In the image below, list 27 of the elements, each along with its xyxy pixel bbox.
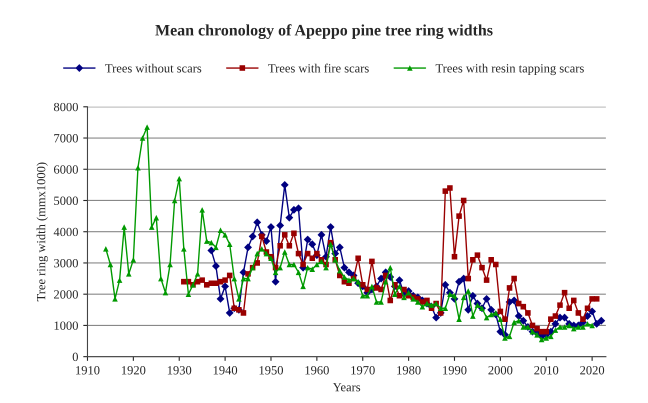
y-tick-label: 6000 bbox=[54, 165, 78, 174]
x-tick-label: 1950 bbox=[260, 366, 284, 374]
y-tick-label: 7000 bbox=[54, 134, 78, 142]
x-tick-label: 2020 bbox=[580, 366, 604, 374]
x-tick-label: 1990 bbox=[443, 366, 467, 374]
y-tick-label: 4000 bbox=[54, 228, 78, 236]
chart-title: Mean chronology of Apeppo pine tree ring widths bbox=[155, 24, 493, 39]
x-tick-label: 1920 bbox=[122, 366, 146, 374]
y-tick-label: 1000 bbox=[54, 321, 78, 330]
x-tick-label: 1930 bbox=[168, 366, 192, 374]
y-tick-label: 8000 bbox=[54, 102, 78, 112]
x-tick-label: 2000 bbox=[488, 366, 512, 374]
y-tick-label: 2000 bbox=[54, 290, 78, 299]
legend-label: Trees with fire scars bbox=[268, 64, 369, 73]
legend-label: Trees with resin tapping scars bbox=[436, 64, 584, 76]
y-tick-label: 5000 bbox=[54, 196, 78, 205]
x-tick-label: 2010 bbox=[534, 366, 558, 374]
x-tick-label: 1940 bbox=[214, 366, 238, 374]
y-axis-title: Tree ring width (mmx1000) bbox=[36, 162, 48, 302]
y-tick-label: 3000 bbox=[54, 258, 78, 268]
y-tick-label: 0 bbox=[72, 352, 78, 362]
x-tick-label: 1910 bbox=[76, 366, 100, 374]
x-tick-label: 1980 bbox=[397, 366, 421, 374]
legend-label: Trees without scars bbox=[105, 64, 202, 73]
x-tick-label: 1960 bbox=[305, 366, 329, 374]
x-tick-label: 1970 bbox=[351, 366, 375, 374]
x-axis-title: Years bbox=[332, 383, 360, 392]
